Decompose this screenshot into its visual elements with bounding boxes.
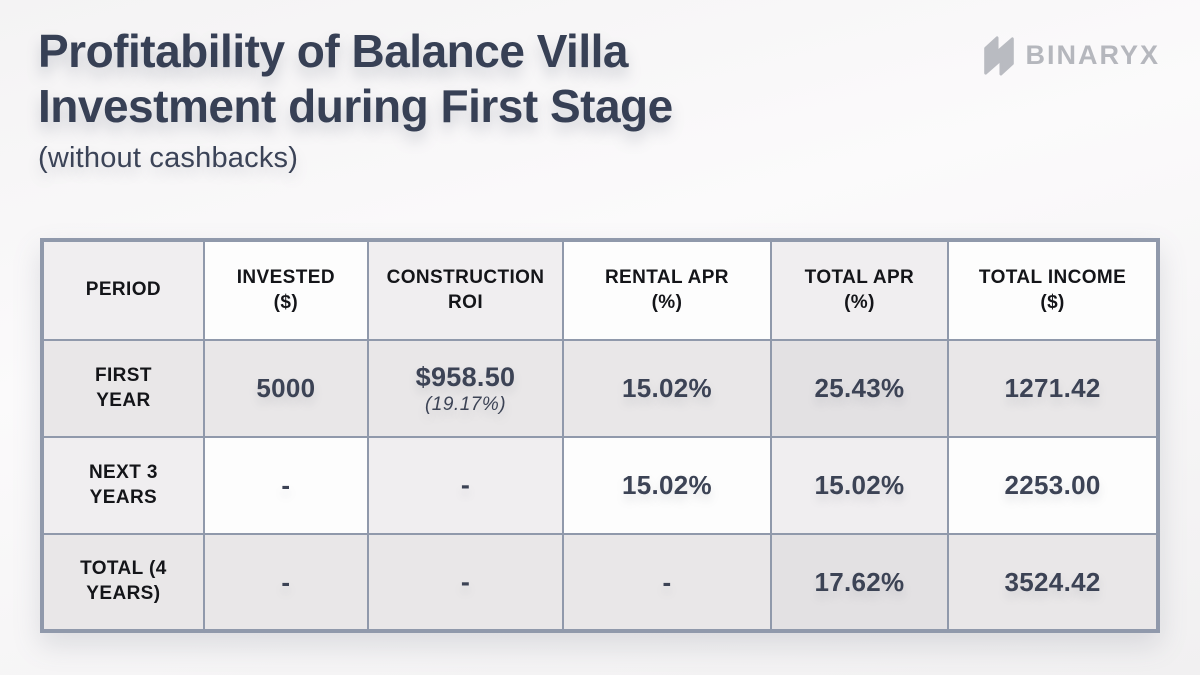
column-header-total-income: TOTAL INCOME ($) <box>947 239 1159 341</box>
construction-roi-value: $958.50 (19.17%) <box>366 339 565 438</box>
binaryx-logo: BINARYX <box>982 34 1160 76</box>
column-label: CONSTRUCTION <box>386 266 545 288</box>
rental-apr-value: 15.02% <box>562 339 772 438</box>
rental-apr-value: - <box>562 533 772 632</box>
page-title: Profitability of Balance Villa Investmen… <box>38 24 878 133</box>
title-block: Profitability of Balance Villa Investmen… <box>38 24 878 175</box>
rental-apr-value: 15.02% <box>562 436 772 535</box>
column-label: PERIOD <box>85 279 162 301</box>
period-label: FIRST <box>94 364 152 386</box>
column-label: INVESTED <box>236 266 335 288</box>
period-label: YEARS <box>89 486 158 508</box>
column-unit: ($) <box>273 291 299 313</box>
binaryx-logo-text: BINARYX <box>1025 39 1160 70</box>
profitability-table-wrap: PERIOD INVESTED ($) CONSTRUCTION ROI REN… <box>40 238 1160 633</box>
period-cell: TOTAL (4 YEARS) <box>41 533 205 632</box>
column-unit: ROI <box>448 291 483 313</box>
invested-value: - <box>202 533 369 632</box>
column-header-period: PERIOD <box>41 239 205 341</box>
total-income-value: 3524.42 <box>947 533 1159 632</box>
header-row: PERIOD INVESTED ($) CONSTRUCTION ROI REN… <box>41 239 1159 341</box>
page-title-line2: Investment during First Stage <box>38 79 673 132</box>
construction-roi-value: - <box>366 436 565 535</box>
roi-main-value: - <box>460 470 471 500</box>
period-cell: NEXT 3 YEARS <box>41 436 205 535</box>
profitability-table: PERIOD INVESTED ($) CONSTRUCTION ROI REN… <box>40 238 1160 633</box>
column-header-total-apr: TOTAL APR (%) <box>769 239 950 341</box>
column-label: RENTAL APR <box>604 266 729 288</box>
table-row-next-3-years: NEXT 3 YEARS - - 15.02% 15.02% 2253.00 <box>41 436 1159 535</box>
table-row-total-4-years: TOTAL (4 YEARS) - - - 17.62% 3524.42 <box>41 533 1159 632</box>
total-apr-value: 15.02% <box>769 436 950 535</box>
period-label: TOTAL (4 <box>80 558 167 580</box>
construction-roi-value: - <box>366 533 565 632</box>
column-header-rental-apr: RENTAL APR (%) <box>562 239 772 341</box>
page-subtitle: (without cashbacks) <box>38 142 299 175</box>
table-row-first-year: FIRST YEAR 5000 $958.50 (19.17%) 15.02% … <box>41 339 1159 438</box>
page-title-line1: Profitability of Balance Villa <box>38 25 629 77</box>
column-label: TOTAL INCOME <box>978 266 1127 288</box>
total-income-value: 1271.42 <box>947 339 1159 438</box>
column-unit: ($) <box>1040 291 1065 313</box>
column-unit: (%) <box>844 291 875 313</box>
period-label: NEXT 3 <box>88 461 158 483</box>
roi-sub-value: (19.17%) <box>424 393 507 415</box>
column-unit: (%) <box>651 291 683 313</box>
total-income-value: 2253.00 <box>947 436 1159 535</box>
binaryx-flag-icon <box>984 36 1015 76</box>
roi-main-value: $958.50 <box>415 361 516 392</box>
period-label: YEARS) <box>86 583 161 604</box>
total-apr-value: 17.62% <box>769 533 950 632</box>
period-label: YEAR <box>96 389 151 411</box>
invested-value: 5000 <box>202 339 369 438</box>
column-header-invested: INVESTED ($) <box>202 239 369 341</box>
column-header-construction-roi: CONSTRUCTION ROI <box>366 239 565 341</box>
roi-main-value: - <box>460 566 471 597</box>
column-label: TOTAL APR <box>804 266 915 288</box>
period-cell: FIRST YEAR <box>41 339 205 438</box>
invested-value: - <box>202 436 369 535</box>
total-apr-value: 25.43% <box>769 339 950 438</box>
